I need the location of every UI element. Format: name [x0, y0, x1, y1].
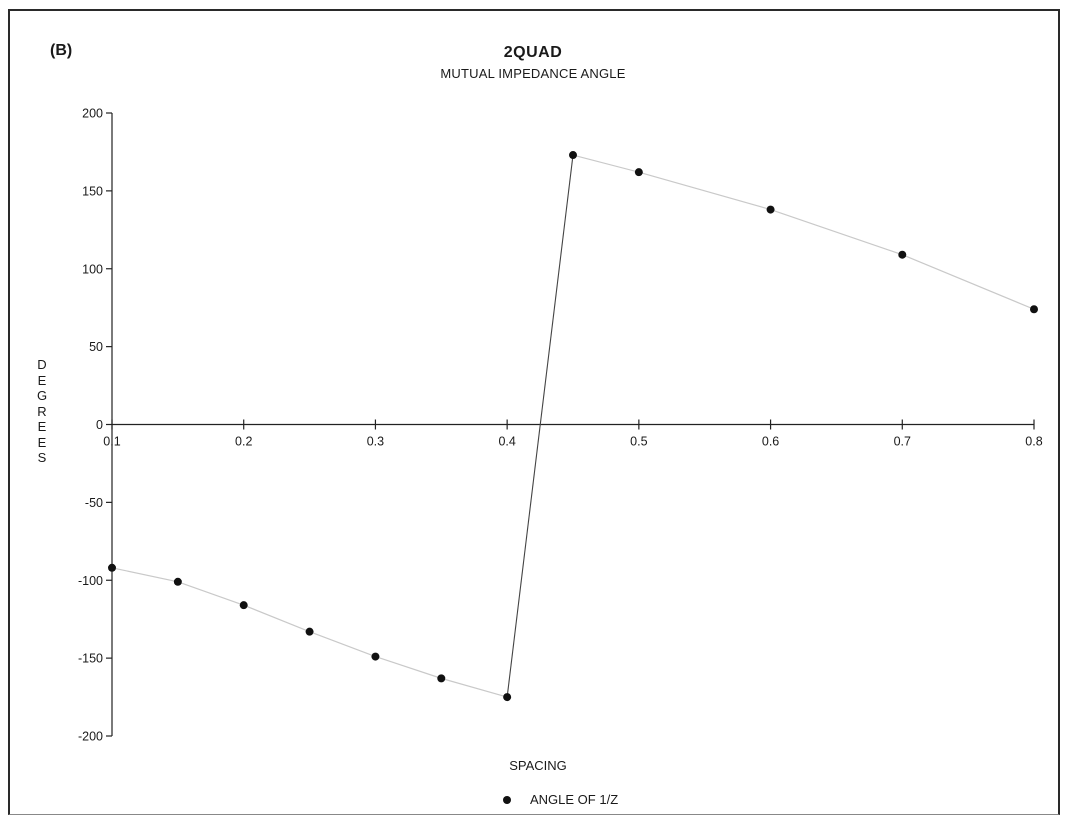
series-line-segment: [309, 631, 376, 658]
data-point: [239, 601, 248, 610]
y-tick-label: 200: [82, 107, 103, 121]
y-tick-label: -100: [78, 574, 103, 588]
series-line-segment: [375, 655, 442, 679]
series-line-segment: [111, 567, 178, 583]
data-point: [898, 250, 907, 259]
data-point: [634, 168, 643, 177]
x-tick-label: 0.3: [367, 435, 384, 449]
y-axis-label: DEGREES: [36, 357, 48, 465]
data-point: [1030, 305, 1038, 314]
chart-subtitle: MUTUAL IMPEDANCE ANGLE: [440, 66, 626, 81]
x-axis-label: SPACING: [509, 758, 567, 773]
y-tick-label: 150: [82, 184, 103, 198]
x-tick-label: 0.7: [894, 435, 911, 449]
y-tick-label: 0: [96, 418, 103, 432]
legend-marker-icon: [502, 795, 512, 805]
data-point: [766, 205, 775, 214]
y-tick-label: 50: [89, 340, 103, 354]
x-tick-label: 0.2: [235, 435, 252, 449]
series-line-segment: [441, 677, 508, 698]
data-point: [503, 693, 512, 702]
panel-label: (B): [50, 42, 73, 59]
series-line-segment: [177, 581, 244, 606]
y-tick-label: -150: [78, 652, 103, 666]
data-point: [437, 674, 446, 683]
series-line-segment: [638, 171, 771, 211]
series-line-segment: [572, 154, 640, 173]
chart-frame: [8, 9, 1060, 815]
x-tick-label: 0.6: [762, 435, 779, 449]
x-tick-label: 0.8: [1025, 435, 1042, 449]
legend: ANGLE OF 1/Z: [502, 792, 618, 807]
y-tick-label: 100: [82, 262, 103, 276]
series-line-segment: [506, 154, 574, 698]
series-line-segment: [770, 208, 903, 256]
series-line-segment: [243, 604, 310, 633]
data-point: [569, 151, 577, 160]
x-tick-label: 0.4: [498, 435, 515, 449]
data-point: [108, 563, 116, 572]
x-tick-label: 0.1: [103, 435, 120, 449]
data-point: [173, 577, 182, 586]
data-point: [371, 652, 380, 661]
y-tick-label: -200: [78, 730, 103, 744]
y-tick-label: -50: [85, 496, 103, 510]
chart-title: 2QUAD: [503, 44, 563, 61]
series-line-segment: [902, 254, 1035, 310]
x-tick-label: 0.5: [630, 435, 647, 449]
data-point: [305, 627, 314, 636]
legend-label: ANGLE OF 1/Z: [530, 792, 619, 807]
